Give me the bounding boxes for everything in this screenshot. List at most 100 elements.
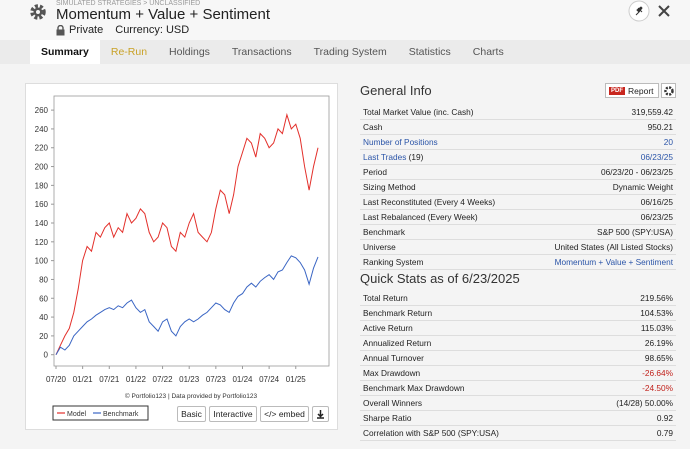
row-value: (14/28) 50.00% [579, 395, 676, 411]
row-label-cell: Annual Turnover [360, 350, 580, 366]
row-label-cell: Number of Positions [360, 134, 527, 150]
table-row: Max Drawdown -26.64% [360, 365, 676, 381]
row-value: 0.79 [579, 425, 676, 441]
row-label: Overall Winners [363, 398, 423, 408]
breadcrumb[interactable]: SIMULATED STRATEGIES > UNCLASSIFIED [56, 0, 201, 7]
row-value: 950.21 [526, 119, 676, 135]
table-row: Last Rebalanced (Every Week) 06/23/25 [360, 209, 676, 225]
tab[interactable]: Holdings [169, 46, 210, 58]
tab[interactable]: Charts [472, 46, 504, 58]
x-tick-label: 07/23 [206, 375, 227, 384]
chart-button[interactable]: Basic [177, 406, 206, 422]
subtitle: Private Currency: USD [56, 24, 189, 36]
row-label-cell: Sharpe Ratio [360, 410, 580, 426]
row-value: 115.03% [579, 320, 676, 336]
section-title: General Info [360, 83, 432, 98]
row-label-cell: Total Market Value (inc. Cash) [360, 105, 527, 120]
currency: Currency: USD [115, 24, 190, 36]
y-tick-label: 80 [39, 275, 48, 284]
y-tick-label: 100 [35, 257, 49, 266]
tab[interactable]: Statistics [408, 46, 451, 58]
row-value: Momentum + Value + Sentiment [526, 254, 676, 270]
series-line [55, 255, 319, 355]
y-tick-label: 140 [35, 219, 49, 228]
row-label-cell: Last Reconstituted (Every 4 Weeks) [360, 194, 527, 210]
pin-button[interactable] [627, 0, 651, 22]
table-row: Last Reconstituted (Every 4 Weeks) 06/16/… [360, 194, 676, 210]
x-tick-label: 01/24 [232, 375, 253, 384]
tab[interactable]: Summary [30, 40, 100, 64]
table-row: Benchmark Max Drawdown -24.50% [360, 380, 676, 396]
y-tick-label: 0 [44, 351, 49, 360]
row-label-cell: Cash [360, 119, 527, 135]
y-tick-label: 180 [35, 181, 49, 190]
row-label-cell: Benchmark Return [360, 305, 580, 321]
row-label-cell: Max Drawdown [360, 365, 580, 381]
table-row: Benchmark Return 104.53% [360, 305, 676, 321]
close-button[interactable] [657, 4, 671, 18]
x-tick-label: 01/22 [126, 375, 147, 384]
row-label-cell: Correlation with S&P 500 (SPY:USA) [360, 425, 580, 441]
table-row: Ranking System Momentum + Value + Sentime… [360, 254, 676, 270]
table-row: Total Return 219.56% [360, 291, 676, 306]
table-row: Overall Winners (14/28) 50.00% [360, 395, 676, 411]
row-label-cell: Period [360, 164, 527, 180]
table-row: Last Trades (19) 06/23/25 [360, 149, 676, 165]
x-tick-label: 01/23 [179, 375, 200, 384]
y-tick-label: 120 [35, 238, 49, 247]
settings-button[interactable] [661, 83, 676, 98]
tab[interactable]: Trading System [313, 46, 387, 58]
y-tick-label: 260 [35, 106, 49, 115]
report-button[interactable]: PDF Report [605, 83, 659, 98]
row-value: 104.53% [579, 305, 676, 321]
report-label: Report [628, 85, 654, 96]
row-value: 06/23/20 - 06/23/25 [526, 164, 676, 180]
x-tick-label: 07/20 [46, 375, 67, 384]
row-value: 319,559.42 [526, 105, 676, 120]
row-label: Sharpe Ratio [363, 413, 412, 423]
row-label-cell: Benchmark [360, 224, 527, 240]
chart-button[interactable]: Interactive [209, 406, 257, 422]
legend-label: Model [67, 411, 87, 418]
row-label: Annualized Return [363, 338, 432, 348]
row-value: 219.56% [579, 291, 676, 306]
table-row: Annual Turnover 98.65% [360, 350, 676, 366]
gear-icon[interactable] [28, 2, 48, 22]
row-label: Last Trades [363, 152, 407, 162]
row-label: Number of Positions [363, 137, 438, 147]
strategy-title: Momentum + Value + Sentiment [56, 6, 270, 23]
tab[interactable]: Transactions [231, 46, 292, 58]
row-label-cell: Universe [360, 239, 527, 255]
plot-frame [53, 95, 330, 367]
row-label-cell: Last Rebalanced (Every Week) [360, 209, 527, 225]
download-button[interactable] [312, 406, 329, 422]
chart-button[interactable]: </> embed [260, 406, 309, 422]
y-tick-label: 60 [39, 294, 48, 303]
table-row: Active Return 115.03% [360, 320, 676, 336]
row-value: 06/23/25 [526, 209, 676, 225]
x-tick-label: 01/25 [286, 375, 307, 384]
legend-label: Benchmark [103, 411, 139, 418]
row-label: Annual Turnover [363, 353, 424, 363]
x-tick-label: 07/22 [153, 375, 174, 384]
table-row: Sizing Method Dynamic Weight [360, 179, 676, 195]
x-tick-label: 01/21 [73, 375, 94, 384]
general-info-table: Total Market Value (inc. Cash) 319,559.42… [360, 105, 676, 270]
chart-credit: © Portfolio123 | Data provided by Portfo… [125, 392, 258, 400]
table-row: Annualized Return 26.19% [360, 335, 676, 351]
pdf-badge: PDF [609, 86, 625, 95]
row-label-cell: Annualized Return [360, 335, 580, 351]
row-value: -24.50% [579, 380, 676, 396]
legend: Model Benchmark [52, 405, 149, 421]
row-value: 98.65% [579, 350, 676, 366]
row-label: Benchmark Max Drawdown [363, 383, 465, 393]
row-label: Last Reconstituted (Every 4 Weeks) [363, 197, 496, 207]
row-value: United States (All Listed Stocks) [526, 239, 676, 255]
row-label: Cash [363, 122, 383, 132]
row-label: Benchmark [363, 227, 405, 237]
table-row: Benchmark S&P 500 (SPY:USA) [360, 224, 676, 240]
y-tick-label: 220 [35, 144, 49, 153]
table-row: Sharpe Ratio 0.92 [360, 410, 676, 426]
tab[interactable]: Re-Run [110, 46, 148, 58]
